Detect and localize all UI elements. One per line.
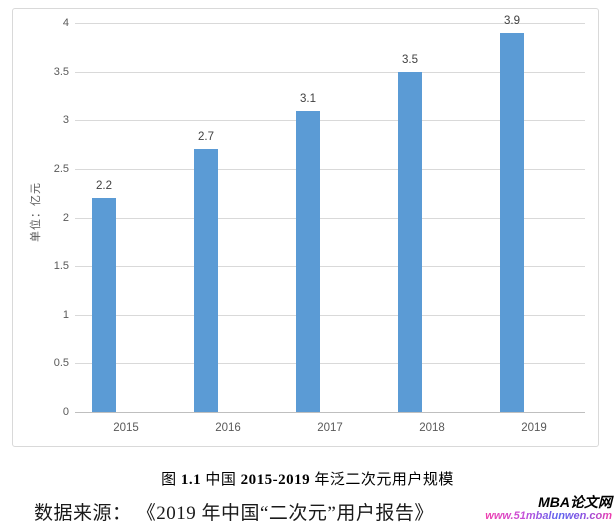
figure-caption-segment: 2015-2019 [240, 472, 311, 488]
watermark-site-name: MBA论文网 [538, 494, 612, 510]
figure-caption-segment: 年泛二次元用户规模 [310, 472, 454, 488]
figure-caption-segment: 中国 [201, 472, 241, 488]
watermark-site-url: www.51mbalunwen.com [485, 510, 612, 522]
y-axis-title: 单位：亿元 [30, 182, 42, 242]
chart-frame [12, 8, 599, 447]
watermark: MBA论文网 www.51mbalunwen.com [485, 494, 612, 523]
data-source-line: 数据来源： 《2019 年中国“二次元”用户报告》 [34, 503, 434, 524]
figure-caption-segment: 1.1 [180, 472, 202, 488]
figure-caption: 图 1.1 中国 2015-2019 年泛二次元用户规模 [0, 468, 615, 489]
figure-caption-segment: 图 [161, 472, 181, 488]
